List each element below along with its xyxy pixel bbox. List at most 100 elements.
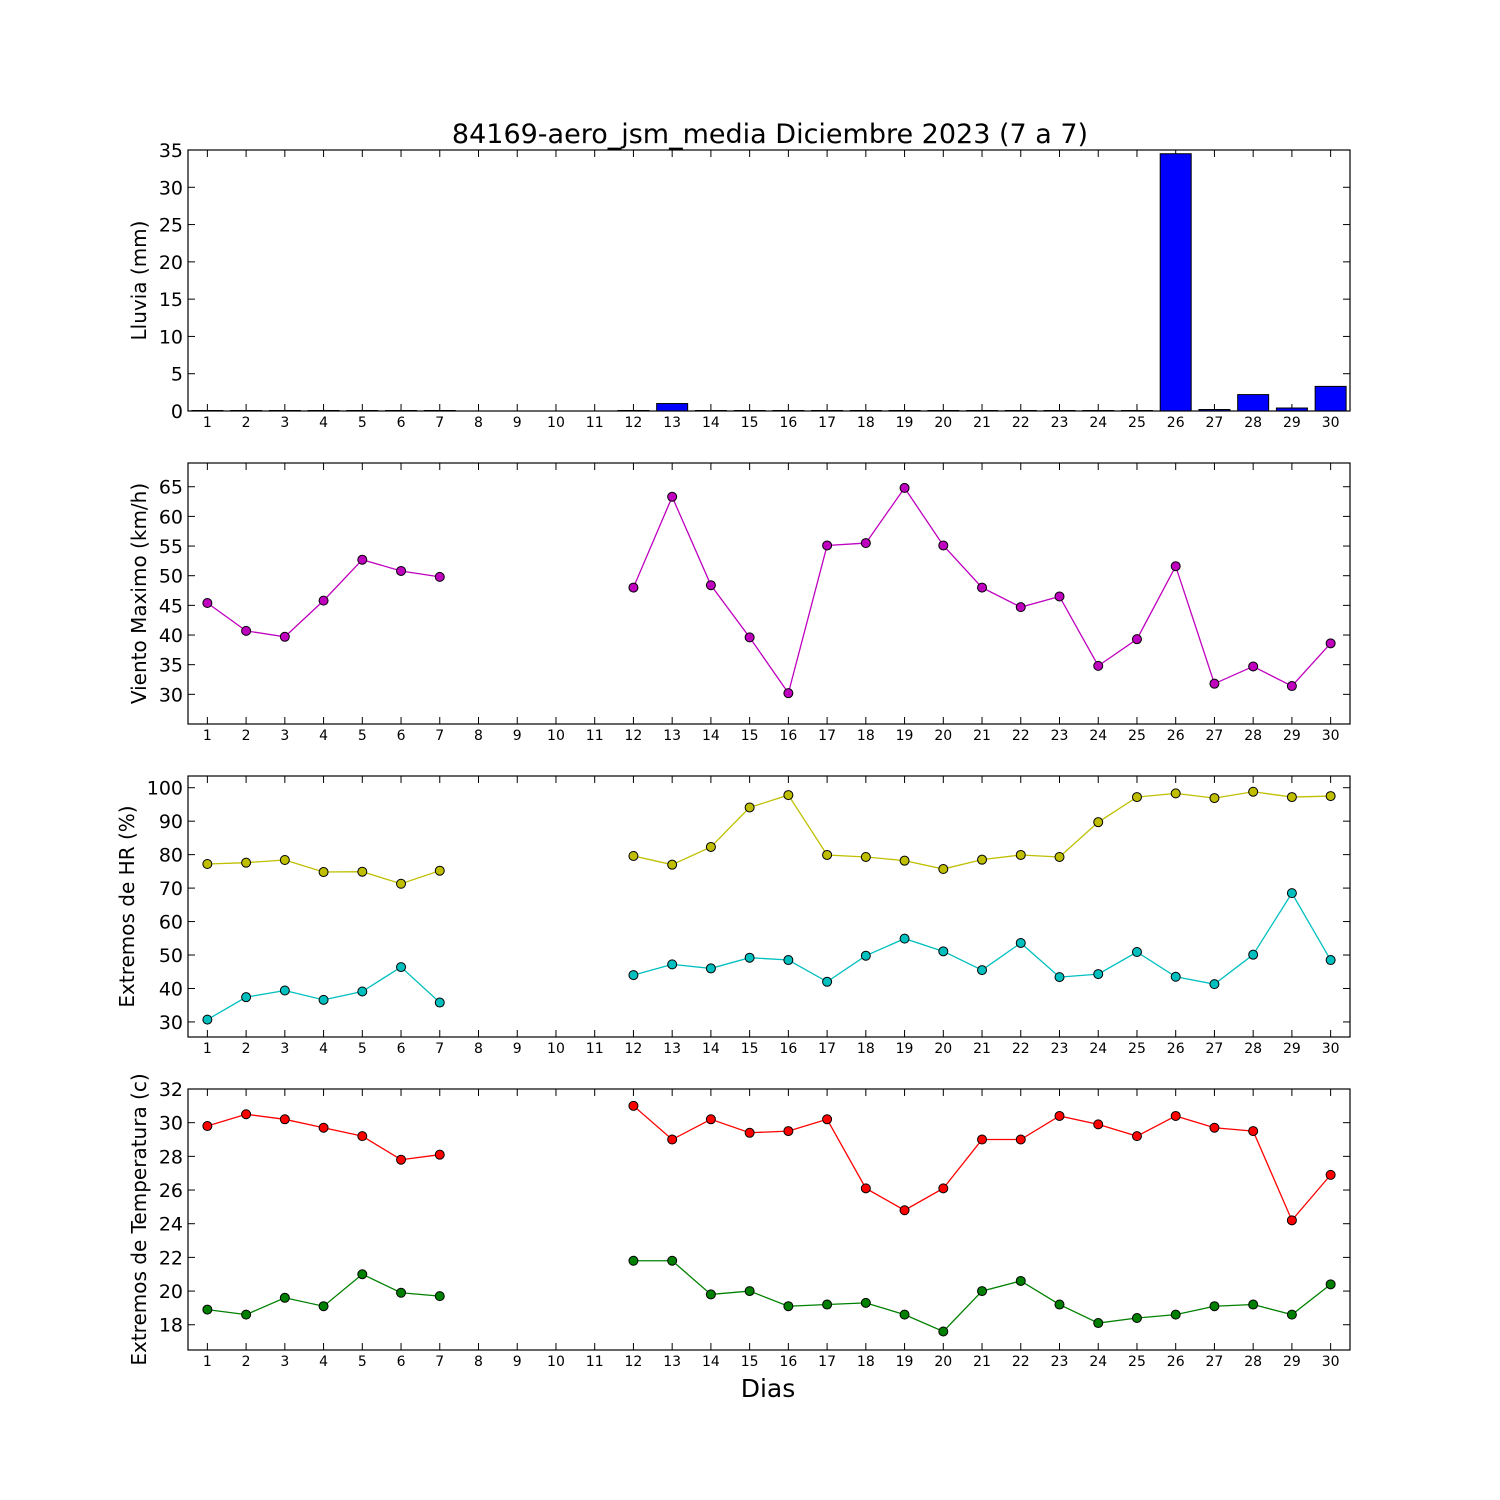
humidity-series-1-line bbox=[207, 966, 441, 1021]
temperature-x-tick-label: 13 bbox=[663, 1354, 681, 1370]
wind-x-tick-label: 3 bbox=[280, 728, 289, 744]
humidity-series-1-point bbox=[396, 962, 407, 973]
wind-x-tick-label: 15 bbox=[741, 728, 759, 744]
temperature-series-0-point bbox=[977, 1134, 988, 1145]
temperature-series-0-point bbox=[434, 1149, 445, 1160]
humidity-series-0-point bbox=[202, 859, 213, 870]
temperature-series-0-point bbox=[783, 1126, 794, 1137]
humidity-x-tick-label: 5 bbox=[358, 1041, 367, 1057]
humidity-series-0-point bbox=[1131, 792, 1142, 803]
wind-x-tick-label: 25 bbox=[1128, 728, 1146, 744]
humidity-series-0-point bbox=[1170, 788, 1181, 799]
wind-y-tick-label: 50 bbox=[159, 566, 183, 588]
humidity-series-0-point bbox=[744, 802, 755, 813]
humidity-x-tick-label: 23 bbox=[1051, 1041, 1069, 1057]
temperature-x-tick-label: 6 bbox=[397, 1354, 406, 1370]
humidity-y-tick-label: 100 bbox=[147, 778, 183, 800]
temperature-series-1-point bbox=[1093, 1318, 1104, 1329]
wind-y-tick-label: 30 bbox=[159, 684, 183, 706]
humidity-x-tick-label: 13 bbox=[663, 1041, 681, 1057]
temperature-series-0-point bbox=[357, 1131, 368, 1142]
humidity-x-tick-label: 10 bbox=[547, 1041, 565, 1057]
temperature-x-tick-label: 22 bbox=[1012, 1354, 1030, 1370]
rain-y-tick-label: 15 bbox=[159, 289, 183, 311]
temperature-series-0-point bbox=[1131, 1131, 1142, 1142]
wind-series-0-point bbox=[1170, 561, 1181, 572]
humidity-series-1-point bbox=[628, 970, 639, 981]
wind-y-tick-label: 65 bbox=[159, 477, 183, 499]
humidity-series-1-point bbox=[202, 1014, 213, 1025]
wind-x-tick-label: 12 bbox=[625, 728, 643, 744]
humidity-x-tick-label: 22 bbox=[1012, 1041, 1030, 1057]
humidity-y-tick-label: 70 bbox=[159, 878, 183, 900]
rain-bar bbox=[1314, 385, 1347, 412]
wind-x-tick-label: 9 bbox=[513, 728, 522, 744]
rain-x-tick-label: 6 bbox=[397, 415, 406, 431]
rain-x-tick-label: 30 bbox=[1322, 415, 1340, 431]
humidity-x-tick-label: 21 bbox=[973, 1041, 991, 1057]
temperature-y-tick-label: 28 bbox=[159, 1146, 183, 1168]
chart-title: 84169-aero_jsm_media Diciembre 2023 (7 a… bbox=[452, 119, 1088, 150]
rain-x-tick-label: 7 bbox=[435, 415, 444, 431]
temperature-series-1-point bbox=[396, 1287, 407, 1298]
humidity-x-tick-label: 11 bbox=[586, 1041, 604, 1057]
humidity-series-0-point bbox=[628, 850, 639, 861]
temperature-series-1-point bbox=[1209, 1301, 1220, 1312]
rain-y-tick-label: 30 bbox=[159, 177, 183, 199]
wind-x-tick-label: 27 bbox=[1206, 728, 1224, 744]
wind-x-tick-label: 11 bbox=[586, 728, 604, 744]
temperature-x-tick-label: 10 bbox=[547, 1354, 565, 1370]
panel-temperature: Extremos de Temperatura (c) 1820222426283… bbox=[127, 1073, 1351, 1370]
temperature-x-tick-label: 4 bbox=[319, 1354, 328, 1370]
wind-series-0-point bbox=[938, 540, 949, 551]
temperature-series-1-point bbox=[1170, 1309, 1181, 1320]
humidity-x-tick-label: 19 bbox=[896, 1041, 914, 1057]
humidity-x-tick-label: 30 bbox=[1322, 1041, 1340, 1057]
humidity-series-1-point bbox=[977, 965, 988, 976]
rain-bar bbox=[1159, 153, 1192, 412]
humidity-series-1-point bbox=[241, 992, 252, 1003]
wind-x-tick-label: 28 bbox=[1244, 728, 1262, 744]
rain-x-tick-label: 26 bbox=[1167, 415, 1185, 431]
humidity-series-1-point bbox=[1093, 969, 1104, 980]
temperature-series-1-point bbox=[1054, 1299, 1065, 1310]
temperature-series-1-point bbox=[279, 1292, 290, 1303]
wind-series-0-point bbox=[357, 554, 368, 565]
wind-x-tick-label: 16 bbox=[779, 728, 797, 744]
wind-x-tick-label: 4 bbox=[319, 728, 328, 744]
temperature-y-tick-label: 26 bbox=[159, 1180, 183, 1202]
wind-x-tick-label: 5 bbox=[358, 728, 367, 744]
wind-x-tick-label: 22 bbox=[1012, 728, 1030, 744]
temperature-series-1-point bbox=[705, 1289, 716, 1300]
temperature-series-1-point bbox=[1286, 1309, 1297, 1320]
humidity-series-1-point bbox=[1015, 937, 1026, 948]
rain-y-axis-label: Lluvia (mm) bbox=[127, 221, 151, 341]
rain-x-tick-label: 13 bbox=[663, 415, 681, 431]
humidity-x-tick-label: 28 bbox=[1244, 1041, 1262, 1057]
wind-x-tick-label: 10 bbox=[547, 728, 565, 744]
humidity-y-tick-label: 40 bbox=[159, 978, 183, 1000]
temperature-series-0-point bbox=[1093, 1119, 1104, 1130]
humidity-series-0-point bbox=[1325, 791, 1336, 802]
temperature-x-tick-label: 12 bbox=[625, 1354, 643, 1370]
temperature-y-tick-label: 30 bbox=[159, 1113, 183, 1135]
humidity-x-tick-label: 4 bbox=[319, 1041, 328, 1057]
temperature-series-1-point bbox=[1015, 1275, 1026, 1286]
temperature-x-tick-label: 28 bbox=[1244, 1354, 1262, 1370]
temperature-x-tick-label: 5 bbox=[358, 1354, 367, 1370]
wind-series-0-point bbox=[783, 688, 794, 699]
wind-series-0-point bbox=[744, 632, 755, 643]
wind-series-0-point bbox=[1286, 681, 1297, 692]
humidity-series-1-point bbox=[1209, 979, 1220, 990]
rain-x-tick-label: 28 bbox=[1244, 415, 1262, 431]
temperature-series-1-point bbox=[434, 1291, 445, 1302]
temperature-x-tick-label: 24 bbox=[1089, 1354, 1107, 1370]
rain-x-tick-label: 10 bbox=[547, 415, 565, 431]
temperature-series-0-point bbox=[1286, 1215, 1297, 1226]
humidity-x-tick-label: 15 bbox=[741, 1041, 759, 1057]
wind-series-0-point bbox=[1131, 634, 1142, 645]
rain-x-tick-label: 8 bbox=[474, 415, 483, 431]
humidity-series-1-point bbox=[899, 933, 910, 944]
rain-x-tick-label: 9 bbox=[513, 415, 522, 431]
rain-x-tick-label: 18 bbox=[857, 415, 875, 431]
